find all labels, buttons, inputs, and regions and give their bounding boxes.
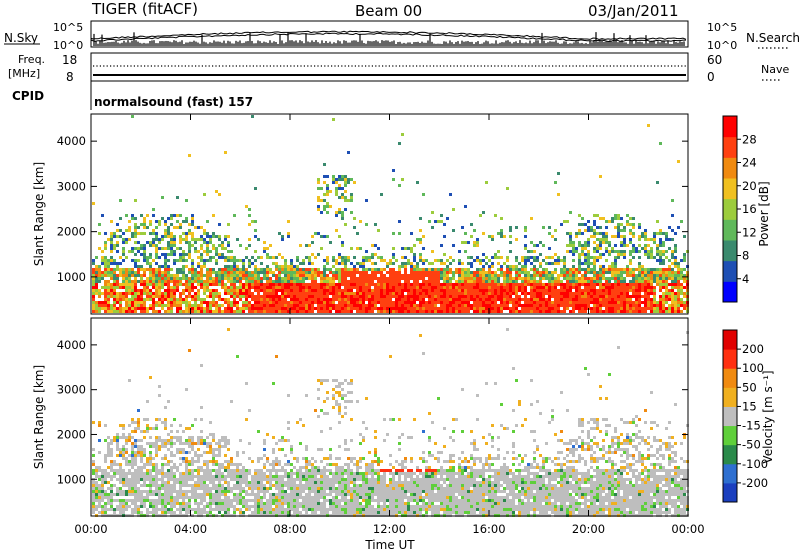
colorbar-swatch xyxy=(723,219,737,240)
y-tick-label: 4000 xyxy=(57,134,86,148)
colorbar-swatch xyxy=(723,426,737,446)
date-title: 03/Jan/2011 xyxy=(588,2,679,20)
nsky-line xyxy=(92,31,686,39)
colorbar-tick: -15 xyxy=(742,419,761,433)
colorbar-swatch xyxy=(723,281,737,302)
x-tick-label: 16:00 xyxy=(472,522,505,536)
colorbar-tick: 16 xyxy=(742,202,757,216)
velocity-ylabel: Slant Range [km] xyxy=(32,365,46,469)
y-tick-label: 2000 xyxy=(57,427,86,441)
colorbar-swatch xyxy=(723,116,737,137)
colorbar-swatch xyxy=(723,178,737,199)
x-tick-label: 00:00 xyxy=(74,522,107,536)
colorbar-swatch xyxy=(723,157,737,178)
power-cbar-label: Power [dB] xyxy=(757,181,771,246)
colorbar-swatch xyxy=(723,261,737,282)
nsky-tick-right-bottom: 10^0 xyxy=(707,39,737,52)
nsky-trace xyxy=(92,31,686,46)
colorbar-tick: 15 xyxy=(742,399,757,413)
colorbar-swatch xyxy=(723,199,737,220)
colorbar-tick: 12 xyxy=(742,225,757,239)
nsky-tick-right-top: 10^5 xyxy=(707,21,737,34)
radar-title: TIGER (fitACF) xyxy=(91,0,198,18)
colorbar-swatch xyxy=(723,483,737,503)
x-tick-label: 00:00 xyxy=(671,522,704,536)
colorbar-tick: -200 xyxy=(742,476,768,490)
power-panel: 4000 3000 2000 1000 Slant Range [km] 28 24 20… xyxy=(32,114,771,314)
colorbar-swatch xyxy=(723,464,737,484)
colorbar-tick: 4 xyxy=(742,272,749,286)
freq-tick-top: 18 xyxy=(62,53,77,67)
nave-label: Nave xyxy=(761,63,789,76)
power-ylabel: Slant Range [km] xyxy=(32,162,46,266)
x-tick-label: 12:00 xyxy=(373,522,406,536)
x-tick-label: 04:00 xyxy=(174,522,207,536)
colorbar-tick: 8 xyxy=(742,249,749,263)
nsky-panel: N.Sky 10^5 10^0 10^5 10^0 N.Search xyxy=(4,21,800,52)
velocity-cbar-label: Velocity [m s⁻¹] xyxy=(761,370,775,463)
colorbar-tick: 200 xyxy=(742,342,764,356)
freq-frame xyxy=(91,53,688,81)
beam-title: Beam 00 xyxy=(355,2,422,20)
colorbar-swatch xyxy=(723,445,737,465)
colorbar-swatch xyxy=(723,137,737,158)
y-tick-label: 1000 xyxy=(57,270,86,284)
colorbar-swatch xyxy=(723,349,737,369)
cpid-row: CPID normalsound (fast) 157 xyxy=(12,81,253,110)
velocity-panel: 4000 3000 2000 1000 00:00 04:00 08:00 12:00 16:… xyxy=(32,318,775,552)
nsky-tick-left-bottom: 10^0 xyxy=(53,39,83,52)
y-tick-label: 4000 xyxy=(57,338,86,352)
y-tick-label: 1000 xyxy=(57,472,86,486)
nave-tick-top: 60 xyxy=(707,53,722,67)
freq-tick-bottom: 8 xyxy=(66,70,74,84)
y-tick-label: 3000 xyxy=(57,179,86,193)
y-tick-label: 2000 xyxy=(57,225,86,239)
cpid-label: CPID xyxy=(12,89,44,103)
x-tick-label: 08:00 xyxy=(273,522,306,536)
x-tick-label: 20:00 xyxy=(572,522,605,536)
nave-tick-bottom: 0 xyxy=(707,70,715,84)
cpid-value: normalsound (fast) 157 xyxy=(94,95,253,109)
colorbar-tick: 28 xyxy=(742,132,757,146)
colorbar-tick: -50 xyxy=(742,438,761,452)
colorbar-swatch xyxy=(723,240,737,261)
colorbar-swatch xyxy=(723,368,737,388)
nsky-tick-left-top: 10^5 xyxy=(53,21,83,34)
colorbar-tick: 24 xyxy=(742,156,757,170)
nsearch-label: N.Search xyxy=(746,31,800,45)
nsky-label: N.Sky xyxy=(4,31,38,45)
colorbar-tick: 20 xyxy=(742,179,757,193)
freq-unit: [MHz] xyxy=(8,67,40,80)
colorbar-swatch xyxy=(723,387,737,407)
time-axis-label: Time UT xyxy=(364,538,415,552)
velocity-heatmap xyxy=(92,328,689,517)
y-tick-label: 3000 xyxy=(57,383,86,397)
colorbar-swatch xyxy=(723,406,737,426)
colorbar-swatch xyxy=(723,330,737,350)
power-heatmap xyxy=(92,115,689,313)
power-colorbar: 28 24 20 16 12 8 4 xyxy=(723,116,757,303)
freq-label: Freq. xyxy=(18,53,45,66)
freq-panel: Freq. [MHz] 18 8 60 0 Nave xyxy=(8,53,789,84)
colorbar-tick: 50 xyxy=(742,380,757,394)
